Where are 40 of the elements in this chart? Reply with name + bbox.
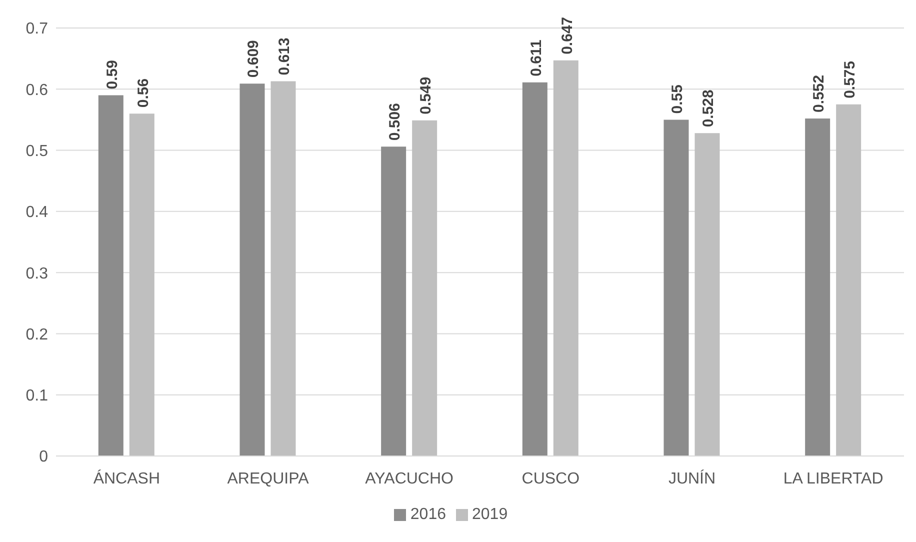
data-label: 0.611: [528, 40, 545, 76]
bar: [381, 146, 406, 456]
legend-label: 2016: [410, 506, 446, 523]
x-tick-label: AREQUIPA: [227, 470, 310, 488]
y-tick-label: 0: [39, 448, 48, 466]
bar: [98, 95, 124, 456]
legend-label: 2019: [472, 506, 508, 523]
data-label: 0.613: [276, 38, 294, 76]
data-label: 0.528: [700, 90, 718, 128]
x-tick-label: JUNÍN: [668, 469, 716, 488]
data-label: 0.549: [418, 76, 435, 114]
x-tick-label: AYACUCHO: [365, 470, 454, 488]
y-tick-label: 0.5: [26, 142, 48, 160]
y-tick-label: 0.1: [26, 388, 48, 405]
y-tick-label: 0.7: [26, 20, 48, 38]
bar: [270, 81, 296, 456]
x-tick-label: ÁNCASH: [93, 469, 160, 488]
y-tick-label: 0.6: [26, 82, 48, 99]
bar: [694, 133, 720, 456]
data-label: 0.506: [386, 103, 404, 141]
y-tick-label: 0.4: [26, 204, 48, 222]
bar: [553, 60, 578, 456]
bar: [836, 104, 862, 456]
data-label: 0.552: [810, 74, 828, 112]
bar: [129, 114, 154, 456]
bar: [805, 118, 830, 456]
bar: [240, 84, 265, 456]
data-label: 0.647: [558, 16, 576, 54]
data-label: 0.55: [669, 84, 686, 114]
data-label: 0.59: [104, 60, 121, 90]
bar: [522, 82, 548, 456]
x-tick-label: LA LIBERTAD: [783, 470, 884, 488]
bar: [664, 120, 689, 456]
y-tick-label: 0.2: [26, 326, 48, 344]
bar: [412, 120, 438, 456]
data-label: 0.56: [134, 78, 152, 108]
data-label: 0.609: [245, 40, 262, 78]
data-label: 0.575: [842, 60, 859, 98]
y-tick-label: 0.3: [26, 265, 48, 282]
x-tick-label: CUSCO: [522, 470, 580, 488]
